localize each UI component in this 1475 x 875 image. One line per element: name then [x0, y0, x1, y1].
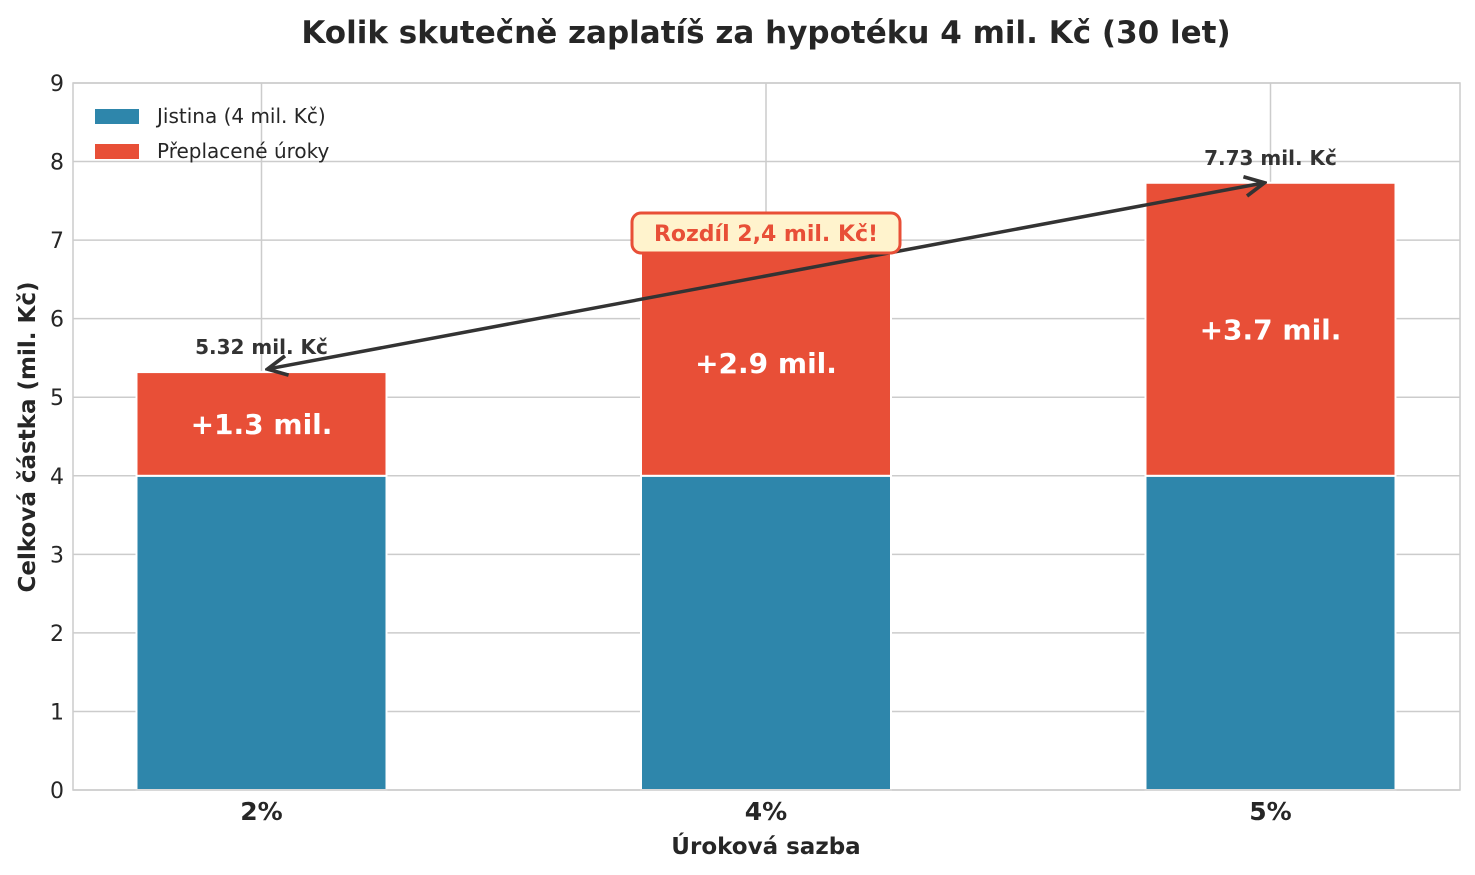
y-tick-label: 7 — [50, 229, 64, 254]
y-tick-label: 1 — [50, 700, 64, 725]
x-axis-ticks: 2% 4% 5% — [240, 797, 1291, 826]
y-tick-label: 6 — [50, 308, 64, 333]
legend-swatch — [95, 144, 139, 159]
y-tick-label: 9 — [50, 72, 64, 97]
annotation-text: Rozdíl 2,4 mil. Kč! — [654, 222, 878, 247]
difference-annotation: Rozdíl 2,4 mil. Kč! — [268, 183, 1265, 369]
annotation-box — [630, 211, 902, 255]
y-tick-label: 8 — [50, 151, 64, 176]
x-tick-label: 4% — [745, 797, 787, 826]
bar-interest — [135, 371, 388, 477]
legend-label: Přeplacené úroky — [157, 139, 330, 163]
y-axis-label: Celková částka (mil. Kč) — [15, 282, 41, 593]
bar-principal — [1144, 474, 1397, 791]
y-axis-ticks: 0 1 2 3 4 5 6 7 8 9 — [50, 72, 64, 804]
interest-value-label: +1.3 mil. — [191, 408, 333, 441]
legend: Jistina (4 mil. Kč) Přeplacené úroky — [95, 104, 330, 163]
y-tick-label: 2 — [50, 622, 64, 647]
legend-swatch — [95, 109, 139, 124]
x-tick-label: 5% — [1249, 797, 1291, 826]
bars-group: +1.3 mil. 5.32 mil. Kč +2.9 mil. +3.7 mil. 7… — [135, 146, 1397, 791]
x-tick-label: 2% — [240, 797, 282, 826]
total-value-label: 5.32 mil. Kč — [195, 335, 328, 359]
y-tick-label: 5 — [50, 386, 64, 411]
y-tick-label: 4 — [50, 465, 64, 490]
y-tick-label: 3 — [50, 543, 64, 568]
x-axis-label: Úroková sazba — [671, 832, 860, 860]
bar-principal — [640, 474, 892, 791]
interest-value-label: +3.7 mil. — [1200, 313, 1342, 346]
bar-principal — [135, 474, 388, 791]
plot-frame — [72, 82, 1461, 791]
difference-arrow — [268, 183, 1265, 369]
legend-label: Jistina (4 mil. Kč) — [155, 104, 326, 128]
interest-value-label: +2.9 mil. — [695, 347, 837, 380]
total-value-label: 7.73 mil. Kč — [1204, 146, 1337, 170]
y-tick-label: 0 — [50, 779, 64, 804]
chart-title: Kolik skutečně zaplatíš za hypotéku 4 mi… — [301, 15, 1230, 51]
